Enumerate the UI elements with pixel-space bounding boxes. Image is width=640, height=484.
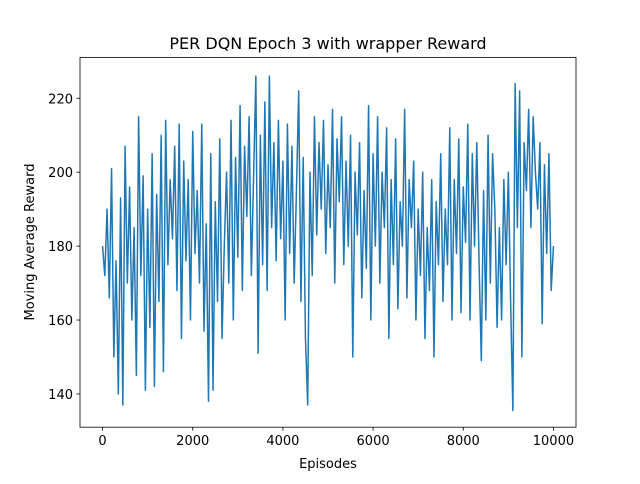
x-tick-label: 4000 xyxy=(266,434,299,449)
y-tick-label: 160 xyxy=(48,314,73,329)
y-tick-label: 140 xyxy=(48,388,73,403)
y-tick-label: 220 xyxy=(48,92,73,107)
axes-frame xyxy=(79,57,577,428)
chart-title: PER DQN Epoch 3 with wrapper Reward xyxy=(169,34,486,53)
x-tick-label: 10000 xyxy=(533,434,574,449)
x-tick-label: 0 xyxy=(98,434,106,449)
data-line xyxy=(101,75,555,412)
y-axis-label: Moving Average Reward xyxy=(23,163,38,320)
y-tick-label: 200 xyxy=(48,166,73,181)
x-tick-label: 8000 xyxy=(447,434,480,449)
x-tick-label: 2000 xyxy=(176,434,209,449)
x-tick-label: 6000 xyxy=(357,434,390,449)
x-axis-label: Episodes xyxy=(299,457,357,472)
y-tick-label: 180 xyxy=(48,240,73,255)
